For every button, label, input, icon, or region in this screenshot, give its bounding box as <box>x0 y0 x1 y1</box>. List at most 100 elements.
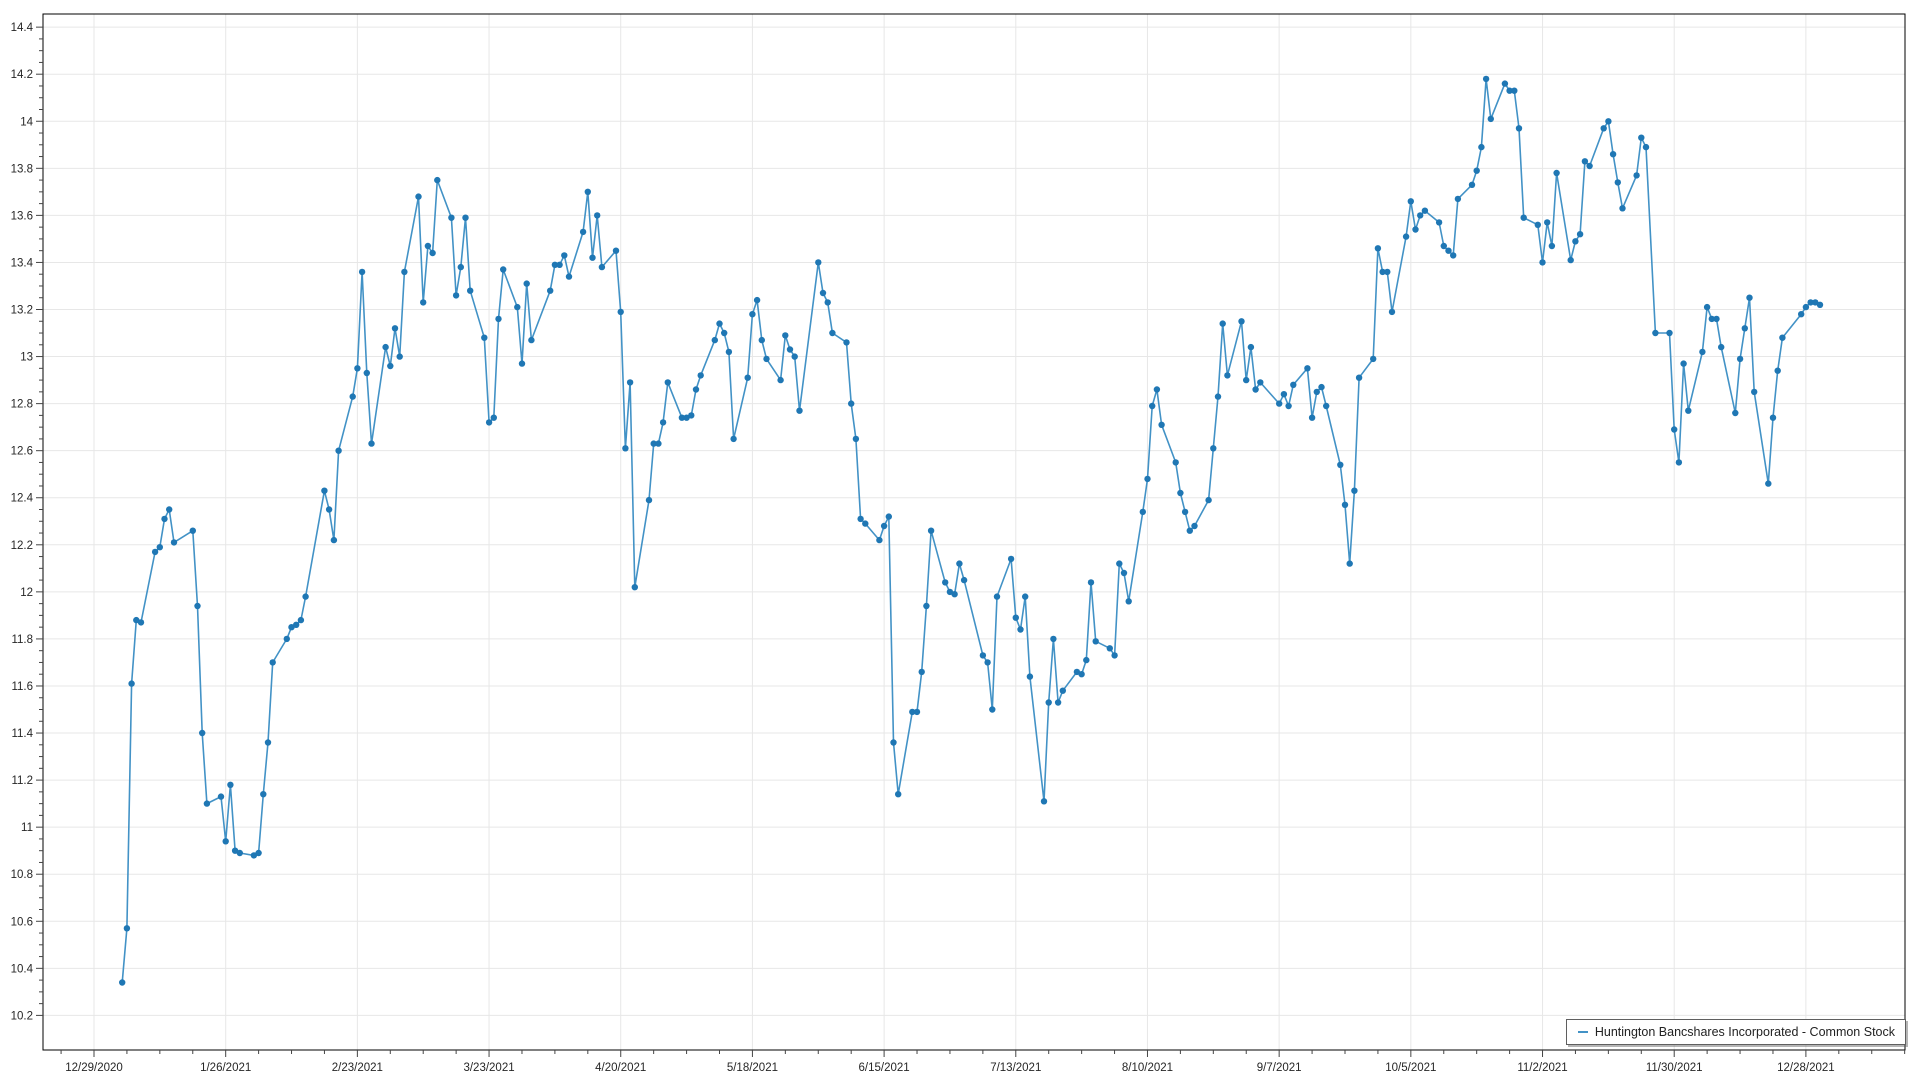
data-point <box>763 355 770 363</box>
data-point <box>203 800 211 807</box>
data-point <box>1440 242 1448 250</box>
data-point <box>1059 687 1067 694</box>
data-point <box>1111 652 1118 659</box>
data-point <box>1355 374 1363 381</box>
x-axis-label: 6/15/2021 <box>859 1062 910 1074</box>
data-point <box>551 261 559 268</box>
data-point <box>1534 221 1542 228</box>
data-point <box>777 376 784 384</box>
y-axis-label: 13.8 <box>11 163 33 175</box>
data-point <box>424 242 432 250</box>
data-point <box>1732 409 1739 417</box>
y-axis-label: 11 <box>21 822 33 834</box>
data-point <box>1412 226 1419 233</box>
data-point <box>1040 798 1048 805</box>
data-point <box>269 659 276 666</box>
plot-border <box>42 13 1906 1051</box>
data-point <box>1205 496 1212 504</box>
data-point <box>918 668 925 676</box>
data-point <box>354 365 361 372</box>
data-point <box>645 496 653 504</box>
y-axis-label: 12.4 <box>11 493 34 505</box>
data-point <box>156 544 163 551</box>
data-point <box>1290 381 1297 388</box>
data-point <box>514 303 521 311</box>
data-point <box>401 268 408 276</box>
data-point <box>335 447 342 454</box>
data-point <box>1407 198 1415 205</box>
data-point <box>1642 143 1650 151</box>
y-axis-label: 11.4 <box>11 728 33 740</box>
data-point <box>500 266 507 273</box>
data-point <box>1106 645 1114 652</box>
data-point <box>1210 445 1217 452</box>
data-point <box>1280 391 1288 398</box>
data-point <box>1501 80 1509 87</box>
x-axis-label: 11/30/2021 <box>1646 1062 1703 1074</box>
data-point <box>1092 638 1099 645</box>
data-point <box>815 259 822 266</box>
data-point <box>697 372 704 379</box>
data-point <box>824 299 831 306</box>
data-point <box>1544 219 1551 226</box>
data-point <box>518 360 526 367</box>
data-point <box>1718 343 1725 351</box>
x-axis-label: 8/10/2021 <box>1122 1062 1173 1074</box>
data-point <box>302 593 309 600</box>
data-point <box>1087 579 1095 586</box>
data-point <box>1158 421 1165 428</box>
data-point <box>725 348 733 356</box>
data-point <box>1619 205 1626 212</box>
data-point <box>1054 699 1062 706</box>
data-point <box>1402 233 1410 240</box>
data-point <box>1247 343 1255 351</box>
x-axis-label: 3/23/2021 <box>463 1062 514 1074</box>
x-axis-label: 2/23/2021 <box>332 1062 383 1074</box>
legend[interactable]: Huntington Bancshares Incorporated - Com… <box>1566 1019 1906 1045</box>
data-point <box>1017 626 1024 633</box>
data-point <box>594 212 601 219</box>
data-point <box>1600 125 1607 132</box>
data-point <box>1798 311 1805 318</box>
data-point <box>956 560 963 567</box>
data-point <box>1586 162 1593 170</box>
data-point <box>1007 555 1015 563</box>
data-point <box>387 362 394 370</box>
data-point <box>1468 181 1476 188</box>
data-point <box>1520 214 1527 221</box>
y-axis-label: 14.4 <box>11 22 34 34</box>
data-point <box>227 781 234 788</box>
data-point <box>626 379 634 386</box>
data-point <box>170 539 178 546</box>
data-point <box>137 619 145 626</box>
data-point <box>993 593 1001 600</box>
data-point <box>189 527 196 534</box>
data-point <box>1021 593 1029 600</box>
y-axis-label: 14.2 <box>11 69 33 81</box>
data-point <box>979 652 987 659</box>
data-point <box>528 336 535 344</box>
data-point <box>166 506 173 513</box>
data-point <box>1219 320 1226 327</box>
data-point <box>791 353 798 360</box>
data-point <box>1276 400 1283 407</box>
data-point <box>1454 195 1462 203</box>
data-point <box>1304 365 1311 372</box>
data-point <box>222 838 229 845</box>
data-point <box>358 268 366 276</box>
data-point <box>217 793 225 800</box>
data-point <box>1308 414 1316 421</box>
data-point <box>321 487 328 494</box>
data-point <box>1751 388 1758 396</box>
data-point <box>711 336 718 344</box>
data-point <box>1478 143 1485 151</box>
data-point <box>857 515 864 523</box>
data-point <box>1614 179 1622 186</box>
data-point <box>420 299 427 306</box>
data-point <box>561 252 568 259</box>
legend-label: Huntington Bancshares Incorporated - Com… <box>1594 1025 1895 1039</box>
data-point <box>923 602 930 610</box>
data-point <box>1581 158 1589 165</box>
data-point <box>1181 508 1189 516</box>
